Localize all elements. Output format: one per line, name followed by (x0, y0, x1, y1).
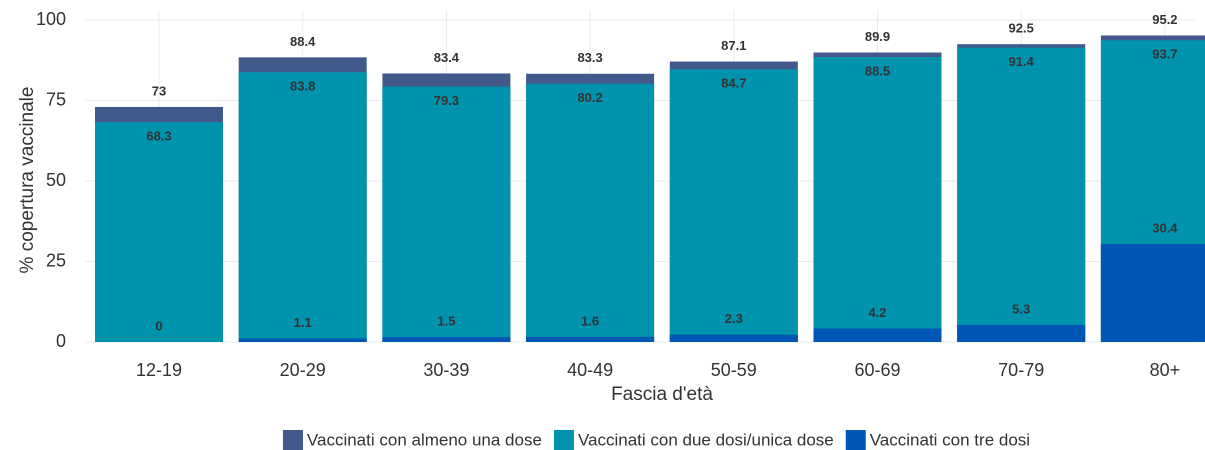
value-label: 1.1 (294, 315, 312, 330)
y-tick-label: 0 (56, 331, 66, 351)
y-tick-label: 50 (46, 170, 66, 190)
value-label: 80.2 (577, 90, 602, 105)
y-axis-title: % copertura vaccinale (17, 87, 38, 274)
value-label: 1.6 (581, 313, 599, 328)
bar (957, 47, 1086, 342)
value-label: 79.3 (434, 93, 459, 108)
bar (957, 324, 1086, 342)
value-label: 30.4 (1152, 221, 1178, 236)
value-label: 95.2 (1152, 12, 1177, 27)
value-label: 84.7 (721, 76, 746, 91)
bar (669, 69, 798, 343)
x-tick-label: 12-19 (136, 360, 182, 380)
bar (238, 72, 367, 342)
bar (238, 338, 367, 342)
value-label: 92.5 (1009, 21, 1034, 36)
legend-label: Vaccinati con tre dosi (870, 430, 1030, 449)
value-label: 91.4 (1009, 54, 1035, 69)
value-label: 73 (152, 83, 166, 98)
x-tick-label: 50-59 (711, 360, 757, 380)
x-tick-label: 20-29 (280, 360, 326, 380)
bar (526, 83, 655, 343)
bar (813, 57, 942, 342)
bar (813, 328, 942, 342)
x-tick-label: 60-69 (854, 360, 900, 380)
value-label: 93.7 (1152, 47, 1177, 62)
y-tick-label: 25 (46, 250, 66, 270)
bar (95, 122, 223, 342)
x-axis-title: Fascia d'età (611, 384, 713, 405)
value-label: 83.4 (434, 50, 460, 65)
value-label: 87.1 (721, 38, 746, 53)
legend-swatch (553, 430, 574, 450)
value-label: 4.2 (868, 305, 886, 320)
value-label: 0 (155, 318, 162, 333)
value-label: 1.5 (437, 314, 455, 329)
value-label: 2.3 (725, 311, 743, 326)
value-label: 88.5 (865, 63, 890, 78)
value-label: 83.3 (577, 50, 602, 65)
value-label: 5.3 (1012, 301, 1030, 316)
legend-swatch (845, 430, 866, 450)
x-tick-label: 30-39 (423, 360, 469, 380)
bar (669, 334, 798, 342)
value-label: 89.9 (865, 29, 890, 44)
legend-swatch (282, 430, 303, 450)
y-tick-label: 100 (36, 9, 66, 29)
x-tick-label: 80+ (1150, 360, 1181, 380)
value-label: 68.3 (146, 129, 171, 144)
x-tick-label: 40-49 (567, 360, 613, 380)
value-label: 83.8 (290, 79, 315, 94)
y-tick-label: 75 (46, 89, 66, 109)
legend-label: Vaccinati con due dosi/unica dose (578, 430, 834, 449)
bar (382, 86, 511, 343)
x-tick-label: 70-79 (998, 360, 1044, 380)
bar (1100, 244, 1205, 342)
bar (382, 337, 511, 342)
legend-label: Vaccinati con almeno una dose (307, 430, 542, 449)
value-label: 88.4 (290, 34, 316, 49)
bar (526, 336, 655, 342)
